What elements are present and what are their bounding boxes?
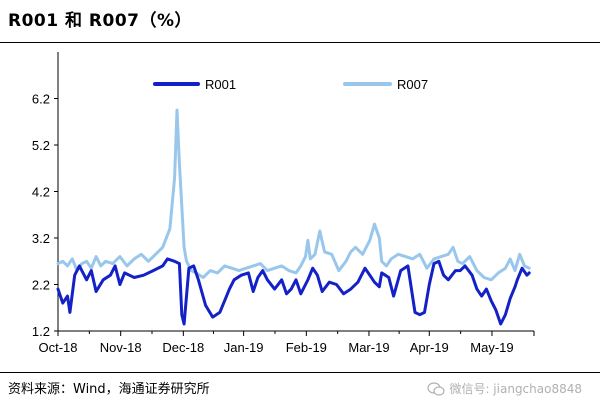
series-line-r001 <box>56 257 531 326</box>
x-tick-label: Oct-18 <box>38 340 77 355</box>
x-tick-label: Apr-19 <box>410 340 449 355</box>
y-tick-label: 3.2 <box>32 231 50 246</box>
footer-divider <box>0 372 600 373</box>
x-tick-label: Nov-18 <box>100 340 142 355</box>
header-divider <box>0 42 600 43</box>
x-tick-label: Jan-19 <box>224 340 264 355</box>
chart-title: R001 和 R007（%） <box>8 11 193 31</box>
legend-label-r001: R001 <box>205 77 236 92</box>
line-chart: R001 R007 1.2 2.2 3.2 4.2 5.2 6.2 Oct-18 Nov-18 D… <box>32 52 535 355</box>
wechat-icon <box>427 381 446 396</box>
series-group <box>56 108 531 326</box>
y-tick-label: 6.2 <box>32 92 50 107</box>
source-note: 资料来源：Wind，海通证券研究所 <box>8 382 210 397</box>
x-tick-label: May-19 <box>470 340 513 355</box>
watermark-text: 微信号: jiangchao8848 <box>449 382 582 396</box>
watermark: 微信号: jiangchao8848 <box>427 380 582 397</box>
legend: R001 R007 <box>153 77 428 92</box>
x-tick-label: Mar-19 <box>348 340 389 355</box>
y-tick-label: 4.2 <box>32 185 50 200</box>
axes: 1.2 2.2 3.2 4.2 5.2 6.2 Oct-18 Nov-18 Dec-18 Jan-… <box>32 52 535 355</box>
y-tick-label: 5.2 <box>32 138 50 153</box>
x-tick-label: Feb-19 <box>286 340 327 355</box>
x-tick-label: Dec-18 <box>162 340 204 355</box>
legend-label-r007: R007 <box>397 77 428 92</box>
y-tick-label: 2.2 <box>32 278 50 293</box>
series-line-r007 <box>56 108 531 282</box>
y-tick-label: 1.2 <box>32 324 50 339</box>
